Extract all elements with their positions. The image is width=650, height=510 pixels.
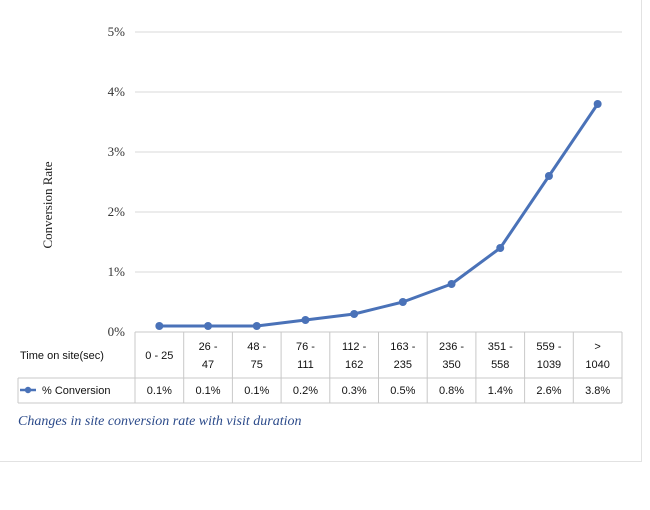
x-tick-label: 351 - [488, 341, 513, 353]
data-label: 0.2% [293, 385, 318, 397]
data-label: 1.4% [488, 385, 513, 397]
data-label: 2.6% [536, 385, 561, 397]
data-point [544, 172, 553, 180]
legend-series-name: % Conversion [42, 385, 110, 397]
figure-caption: Changes in site conversion rate with vis… [18, 414, 302, 429]
x-tick-label: 111 [297, 359, 314, 371]
x-tick-label: 26 - [199, 341, 218, 353]
series-line-group [155, 100, 602, 330]
x-tick-label: > [594, 341, 600, 353]
data-point [204, 322, 213, 330]
x-tick-label: 350 [442, 359, 460, 371]
x-tick-label: 1040 [585, 359, 609, 371]
y-tick-label: 0% [108, 324, 126, 339]
data-label: 0.8% [439, 385, 464, 397]
data-point [593, 100, 602, 108]
x-tick-label: 235 [394, 359, 412, 371]
y-tick-label: 2% [108, 204, 126, 219]
figure-frame: 0% 1% 2% 3% 4% 5% Conversion Rate Time on sit… [0, 0, 642, 462]
data-point [398, 298, 407, 306]
legend-marker-swatch [24, 386, 32, 394]
data-point [301, 316, 310, 324]
series-line [159, 103, 599, 328]
y-axis-ticks: 0% 1% 2% 3% 4% 5% [108, 24, 126, 339]
x-tick-label: 76 - [296, 341, 315, 353]
x-tick-label: 162 [345, 359, 363, 371]
data-point [350, 310, 359, 318]
x-tick-label: 47 [202, 359, 214, 371]
data-label: 0.3% [342, 385, 367, 397]
line-chart: 0% 1% 2% 3% 4% 5% Conversion Rate Time on sit… [17, 24, 623, 404]
data-table: Time on site(sec) % Conversion 0 - 25 0.1… [17, 332, 623, 404]
x-axis-label: Time on site(sec) [20, 350, 104, 362]
gridlines [135, 31, 622, 333]
data-point [447, 280, 456, 288]
x-tick-label: 163 - [390, 341, 415, 353]
y-tick-label: 5% [108, 24, 126, 39]
x-tick-label: 0 - 25 [145, 350, 173, 362]
y-tick-label: 1% [108, 264, 126, 279]
x-tick-label: 48 - [247, 341, 266, 353]
y-tick-label: 4% [108, 84, 126, 99]
y-tick-label: 3% [108, 144, 126, 159]
data-label: 0.1% [147, 385, 172, 397]
data-label: 0.5% [390, 385, 415, 397]
x-tick-label: 559 - [536, 341, 561, 353]
data-label: 0.1% [196, 385, 221, 397]
data-point [496, 244, 505, 252]
y-axis-label: Conversion Rate [40, 161, 55, 248]
data-label: 0.1% [244, 385, 269, 397]
data-point [155, 322, 164, 330]
data-point [252, 322, 261, 330]
x-tick-label: 112 - [342, 341, 367, 353]
x-tick-label: 558 [491, 359, 509, 371]
data-label: 3.8% [585, 385, 610, 397]
x-tick-label: 236 - [439, 341, 464, 353]
x-tick-label: 1039 [537, 359, 561, 371]
x-tick-label: 75 [251, 359, 263, 371]
